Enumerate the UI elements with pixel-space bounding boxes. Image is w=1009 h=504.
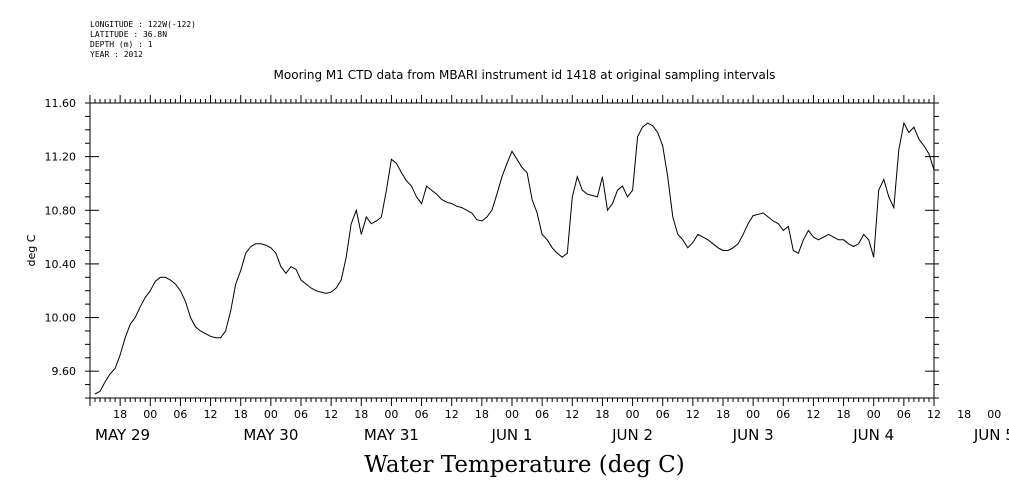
x-hour-label: 00 xyxy=(264,408,278,421)
x-hour-label: 00 xyxy=(143,408,157,421)
depth-text: DEPTH (m) : 1 xyxy=(90,40,153,49)
y-axis-label: deg C xyxy=(25,234,38,266)
x-hour-label: 12 xyxy=(927,408,941,421)
x-hour-label: 18 xyxy=(113,408,127,421)
x-hour-label: 00 xyxy=(384,408,398,421)
x-hour-label: 06 xyxy=(656,408,670,421)
x-day-label: JUN 4 xyxy=(852,426,894,444)
x-hour-label: 06 xyxy=(776,408,790,421)
x-hour-label: 00 xyxy=(746,408,760,421)
x-day-label: JUN 2 xyxy=(611,426,653,444)
x-hour-label: 12 xyxy=(806,408,820,421)
x-day-label: JUN 3 xyxy=(732,426,774,444)
x-hour-label: 12 xyxy=(565,408,579,421)
y-tick-label: 10.40 xyxy=(45,258,77,271)
x-hour-label: 12 xyxy=(445,408,459,421)
x-hour-label: 00 xyxy=(505,408,519,421)
year-text: YEAR : 2012 xyxy=(90,50,143,59)
latitude-text: LATITUDE : 36.8N xyxy=(90,30,168,39)
x-day-label: JUN 5 xyxy=(973,426,1009,444)
x-day-label: MAY 30 xyxy=(243,426,298,444)
x-day-label: MAY 29 xyxy=(95,426,150,444)
x-hour-label: 12 xyxy=(324,408,338,421)
y-tick-label: 11.20 xyxy=(45,151,77,164)
x-hour-label: 18 xyxy=(475,408,489,421)
series-line xyxy=(94,121,935,395)
x-hour-label: 00 xyxy=(987,408,1001,421)
x-hour-label: 18 xyxy=(595,408,609,421)
x-day-label: MAY 31 xyxy=(364,426,419,444)
x-hour-label: 12 xyxy=(204,408,218,421)
plot-frame xyxy=(89,102,935,399)
y-tick-label: 11.60 xyxy=(45,97,77,110)
chart-title: Mooring M1 CTD data from MBARI instrumen… xyxy=(273,68,776,82)
x-hour-label: 06 xyxy=(415,408,429,421)
x-hour-label: 06 xyxy=(173,408,187,421)
x-day-label: JUN 1 xyxy=(491,426,533,444)
metadata-block: LONGITUDE : 122W(-122) LATITUDE : 36.8N … xyxy=(90,20,196,60)
x-hour-label: 12 xyxy=(686,408,700,421)
x-hour-label: 06 xyxy=(535,408,549,421)
y-tick-label: 10.80 xyxy=(45,204,77,217)
x-hour-label: 06 xyxy=(294,408,308,421)
x-hour-label: 18 xyxy=(234,408,248,421)
y-tick-label: 9.60 xyxy=(52,365,77,378)
x-hour-label: 18 xyxy=(957,408,971,421)
x-hour-label: 18 xyxy=(354,408,368,421)
x-hour-label: 00 xyxy=(867,408,881,421)
y-tick-label: 10.00 xyxy=(45,312,77,325)
x-hour-label: 18 xyxy=(837,408,851,421)
x-hour-label: 06 xyxy=(897,408,911,421)
x-hour-label: 00 xyxy=(626,408,640,421)
x-hour-label: 18 xyxy=(716,408,730,421)
longitude-text: LONGITUDE : 122W(-122) xyxy=(90,20,196,29)
x-axis-title: Water Temperature (deg C) xyxy=(364,452,685,478)
